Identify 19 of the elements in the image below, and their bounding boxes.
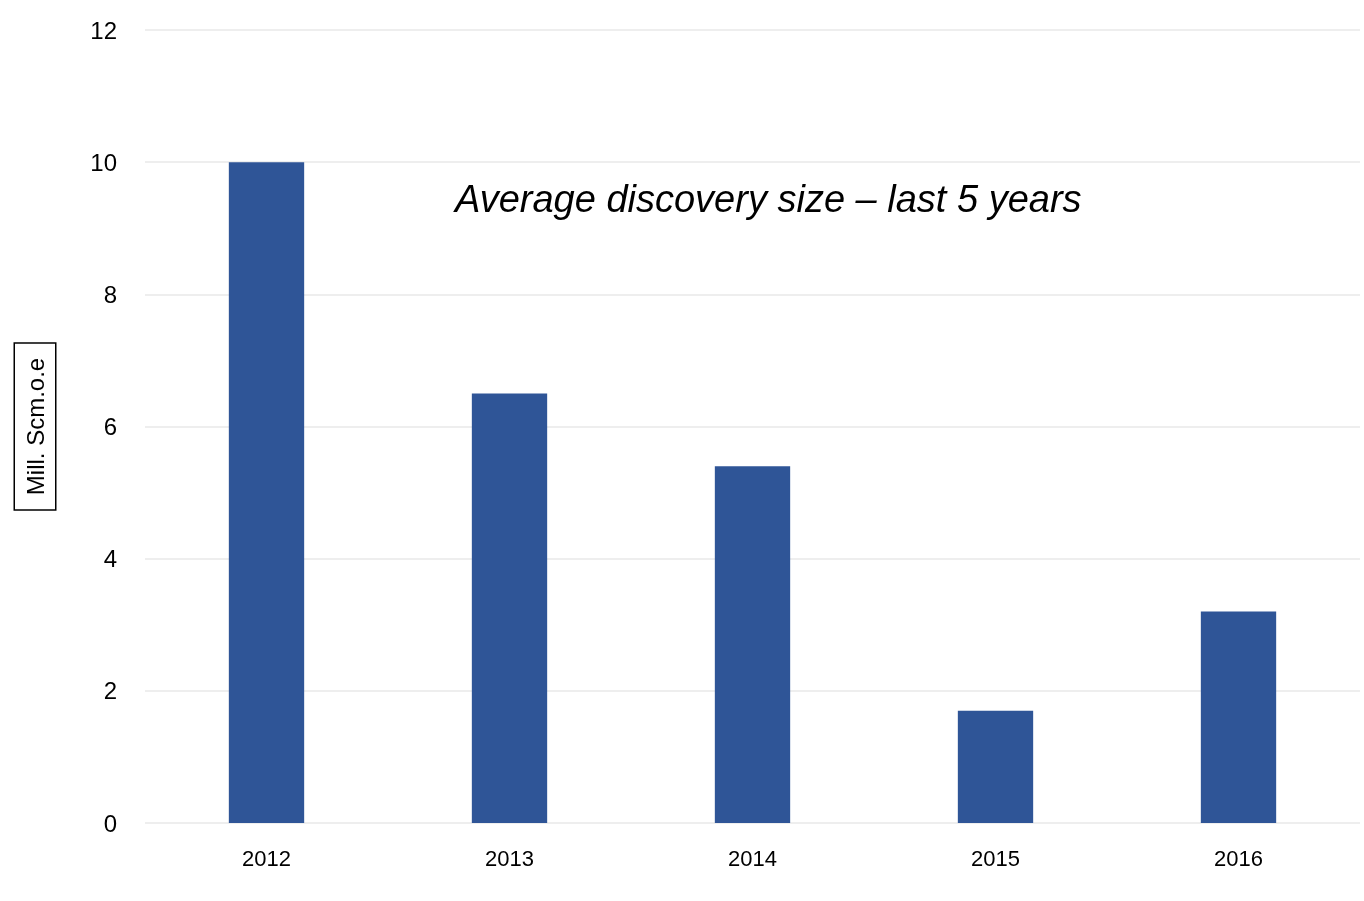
y-tick-label: 4 <box>103 545 117 573</box>
x-tick-label: 2016 <box>1214 845 1263 871</box>
y-tick-label: 12 <box>90 16 117 44</box>
x-tick-label: 2012 <box>242 845 291 871</box>
bar <box>1200 611 1277 823</box>
y-tick-label: 8 <box>103 280 117 308</box>
bar <box>957 710 1034 823</box>
y-tick-label: 10 <box>90 148 117 176</box>
bar <box>714 466 791 823</box>
x-tick-label: 2015 <box>971 845 1020 871</box>
bar <box>228 162 305 823</box>
bar <box>471 393 548 823</box>
y-tick-label: 2 <box>103 677 117 705</box>
y-tick-label: 6 <box>103 413 117 440</box>
text: Average discovery size – last 5 years <box>453 178 1082 220</box>
y-tick-label: 0 <box>103 809 117 837</box>
y-axis-title: Mill. Scm.o.e <box>21 357 49 496</box>
x-tick-label: 2013 <box>485 845 534 871</box>
x-tick-label: 2014 <box>728 845 777 871</box>
